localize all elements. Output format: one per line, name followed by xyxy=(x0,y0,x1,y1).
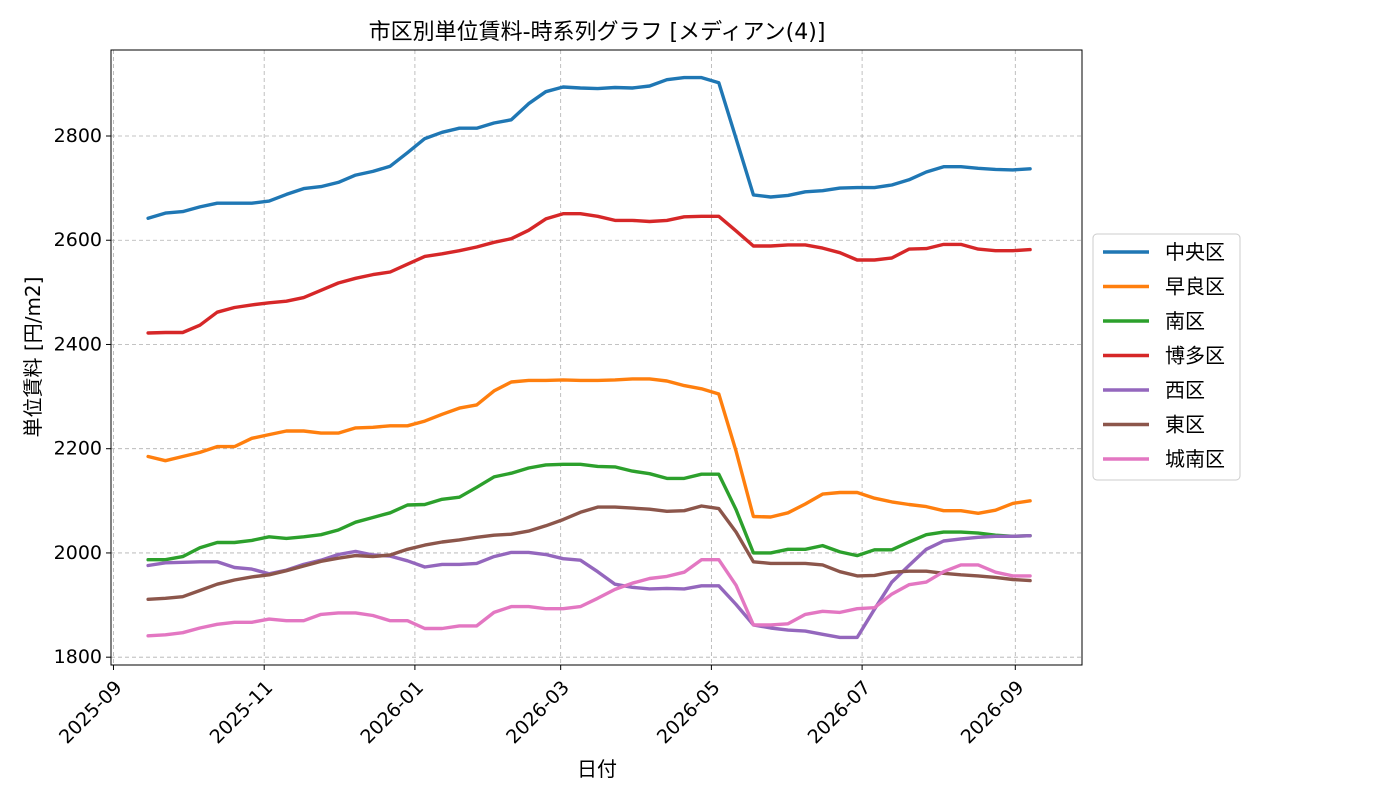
legend-label: 中央区 xyxy=(1165,240,1225,264)
series-line xyxy=(146,534,1032,640)
x-tick-label: 2026-09 xyxy=(957,677,1029,749)
series-line xyxy=(146,462,1032,562)
legend-label: 城南区 xyxy=(1165,447,1225,471)
y-tick-label: 2800 xyxy=(54,125,102,147)
y-tick-label: 1800 xyxy=(54,646,102,668)
y-axis: 1800 2000 2200 2400 2600 2800 xyxy=(54,125,111,668)
legend-label: 東区 xyxy=(1165,413,1205,437)
y-axis-label: 単位賃料 [円/m2] xyxy=(21,277,45,438)
plot-frame xyxy=(110,49,1083,666)
series-line xyxy=(146,504,1032,601)
series-line xyxy=(146,558,1032,638)
x-tick-label: 2025-09 xyxy=(55,677,127,749)
series-line xyxy=(146,377,1032,519)
series-line xyxy=(146,211,1032,335)
x-tick-label: 2026-03 xyxy=(502,677,574,749)
y-tick-label: 2000 xyxy=(54,542,102,564)
legend-box xyxy=(1092,233,1241,481)
chart-title: 市区別単位賃料-時系列グラフ [メディアン(4)] xyxy=(369,20,826,45)
series-line xyxy=(146,75,1032,221)
x-tick-label: 2026-01 xyxy=(356,677,428,749)
legend-label: 早良区 xyxy=(1165,275,1225,299)
x-tick-label: 2026-07 xyxy=(804,677,876,749)
legend-label: 博多区 xyxy=(1165,344,1225,368)
series-lines xyxy=(146,75,1032,640)
x-axis: 2025-09 2025-11 2026-01 2026-03 2026-05 2026-… xyxy=(55,665,1029,749)
y-tick-label: 2400 xyxy=(54,333,102,355)
x-tick-label: 2026-05 xyxy=(653,677,725,749)
y-tick-label: 2200 xyxy=(54,438,102,460)
y-tick-label: 2600 xyxy=(54,229,102,251)
legend-label: 南区 xyxy=(1165,309,1205,333)
x-tick-label: 2025-11 xyxy=(206,677,278,749)
x-axis-label: 日付 xyxy=(577,757,617,781)
legend-label: 西区 xyxy=(1165,378,1205,402)
